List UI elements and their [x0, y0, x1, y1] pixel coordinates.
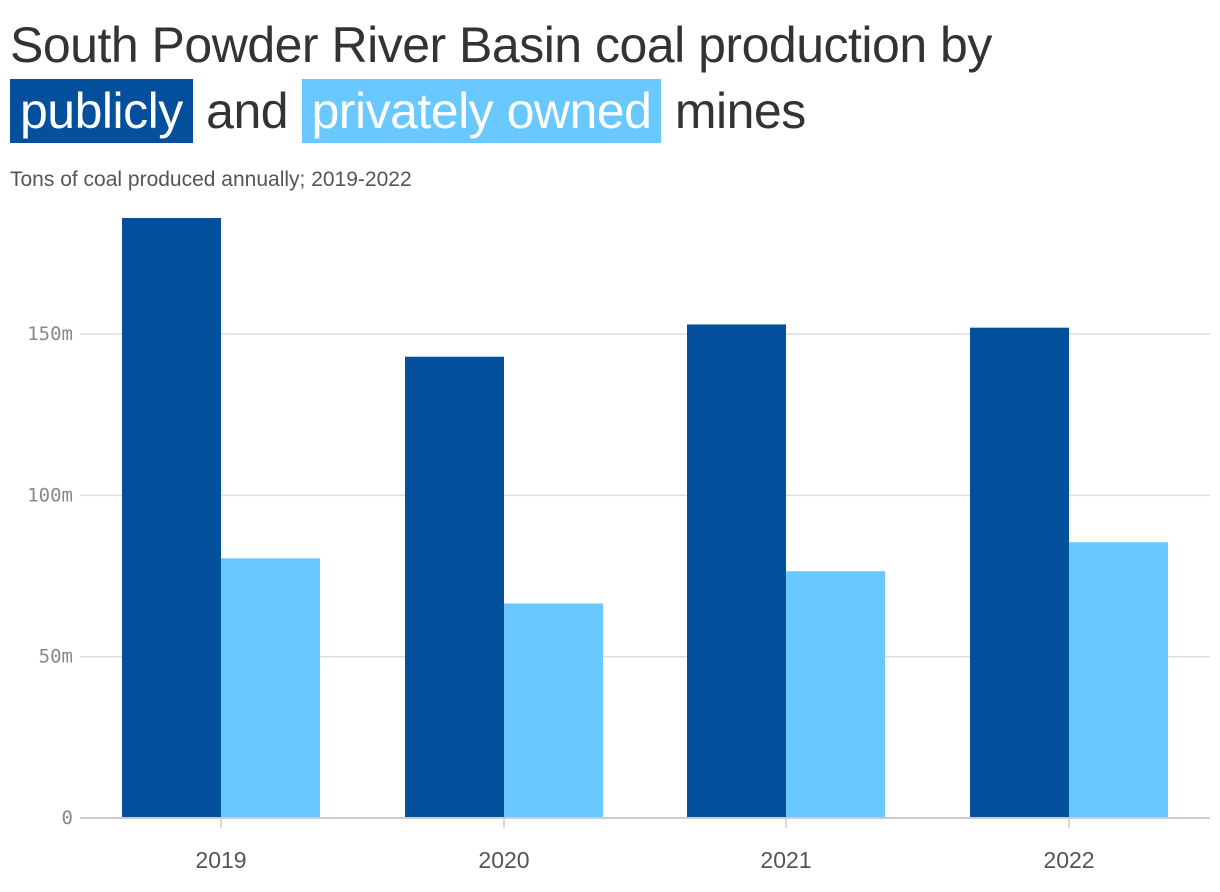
- bar-public-2022: [970, 327, 1069, 818]
- title-and-text: and: [206, 83, 289, 139]
- bar-private-2021: [786, 571, 885, 818]
- chart-title: South Powder River Basin coal production…: [10, 12, 1210, 144]
- y-tick-label: 50m: [39, 646, 73, 668]
- x-tick-label: 2019: [195, 847, 246, 873]
- y-tick-label: 150m: [27, 323, 73, 345]
- title-line-1: South Powder River Basin coal production…: [10, 17, 992, 73]
- x-tick-label: 2020: [478, 847, 529, 873]
- title-end-text: mines: [674, 83, 806, 139]
- x-tick-label: 2021: [760, 847, 811, 873]
- bar-public-2020: [405, 356, 504, 818]
- axes: 0 50m 100m 150m 2019 2020 2021 2022: [27, 323, 1210, 873]
- legend-public-label: publicly: [10, 79, 193, 143]
- y-tick-label: 100m: [27, 484, 73, 506]
- chart-subtitle: Tons of coal produced annually; 2019-202…: [10, 168, 412, 191]
- y-tick-label: 0: [62, 807, 73, 829]
- x-tick-label: 2022: [1043, 847, 1094, 873]
- bar-public-2021: [687, 324, 786, 818]
- bar-private-2022: [1069, 542, 1168, 818]
- bar-private-2019: [221, 558, 320, 818]
- bar-public-2019: [122, 218, 221, 818]
- title-line-2: publicly and privately owned mines: [10, 78, 1210, 144]
- legend-private-label: privately owned: [301, 79, 662, 143]
- bars: [122, 218, 1168, 818]
- bar-private-2020: [504, 603, 603, 818]
